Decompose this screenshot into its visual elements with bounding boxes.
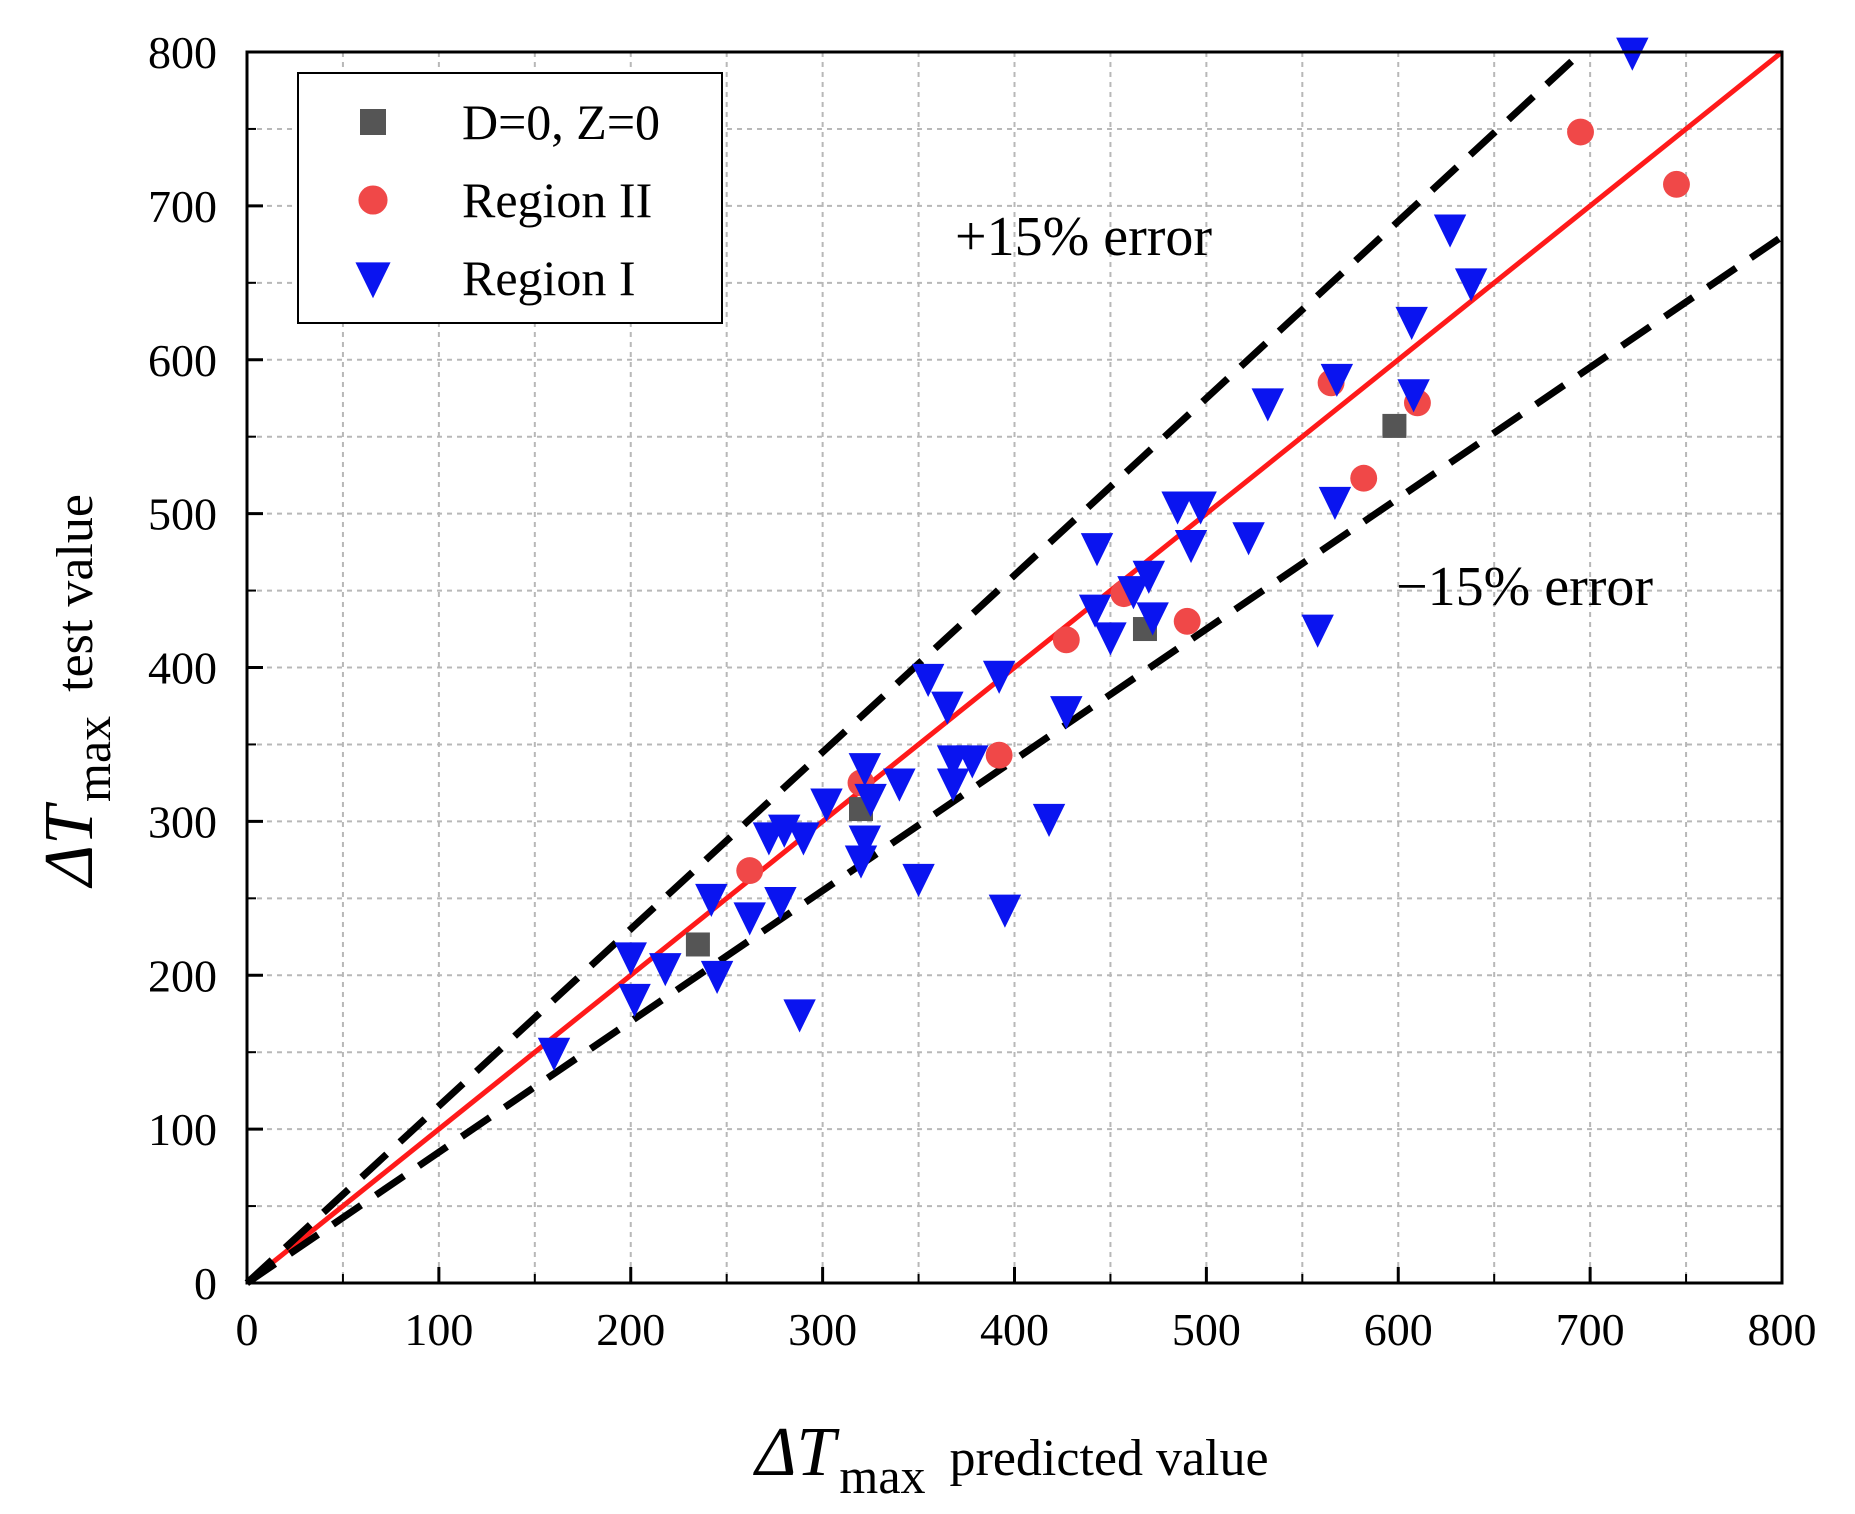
legend-marker-square xyxy=(360,109,386,135)
point-triangle-down xyxy=(1395,306,1428,341)
point-square xyxy=(1382,413,1407,438)
point-triangle-down xyxy=(783,999,816,1033)
point-triangle-down xyxy=(844,845,878,879)
y-tick-label: 600 xyxy=(148,335,217,386)
point-triangle-down xyxy=(1050,696,1083,730)
x-tick-label: 100 xyxy=(404,1304,473,1355)
point-triangle-down xyxy=(695,883,728,918)
point-triangle-down xyxy=(1318,486,1352,521)
legend-items: D=0, Z=0 Region II Region I xyxy=(355,94,660,306)
point-triangle-down xyxy=(1080,533,1114,567)
y-axis-text: test value xyxy=(47,494,104,692)
y-tick-label: 200 xyxy=(148,950,217,1001)
x-tick-label: 300 xyxy=(788,1304,857,1355)
point-triangle-down xyxy=(1161,491,1194,525)
point-triangle-down xyxy=(810,788,843,822)
point-triangle-down xyxy=(1032,803,1066,838)
y-tick-label: 300 xyxy=(148,796,217,847)
point-triangle-down xyxy=(1132,560,1166,594)
point-triangle-down xyxy=(848,825,882,859)
point-triangle-down xyxy=(956,745,989,779)
point-triangle-down xyxy=(1184,491,1217,525)
point-triangle-down xyxy=(1232,522,1265,556)
x-tick-label: 700 xyxy=(1556,1304,1625,1355)
legend-marker-triangle-down xyxy=(355,262,391,299)
point-triangle-down xyxy=(1251,388,1284,422)
x-tick-label: 600 xyxy=(1364,1304,1433,1355)
y-tick-label: 400 xyxy=(148,643,217,694)
point-circle xyxy=(985,741,1013,769)
point-triangle-down xyxy=(988,894,1022,928)
data-points xyxy=(537,37,1690,1071)
lower-error-annotation: −15% error xyxy=(1396,556,1653,618)
axis-ticks: 0 100 200 300 400 500 600 700 800 0 100 200 300 400 50… xyxy=(148,27,1817,1355)
point-triangle-down xyxy=(649,953,682,987)
legend-label: Region II xyxy=(462,172,652,228)
point-triangle-down xyxy=(1397,379,1430,413)
point-triangle-down xyxy=(614,942,647,976)
y-axis-subscript: max xyxy=(65,716,121,802)
legend-label: Region I xyxy=(462,250,636,306)
point-triangle-down xyxy=(902,863,935,898)
point-triangle-down xyxy=(854,783,887,818)
y-axis-symbol: ΔT xyxy=(31,801,108,889)
y-tick-label: 800 xyxy=(148,27,217,78)
point-triangle-down xyxy=(931,691,964,725)
point-triangle-down xyxy=(1301,614,1334,648)
x-axis-symbol: ΔT xyxy=(752,1414,840,1491)
legend: D=0, Z=0 Region II Region I xyxy=(297,72,723,324)
x-axis-title: ΔT max predicted value xyxy=(752,1414,1268,1504)
point-circle xyxy=(1663,170,1690,198)
x-tick-label: 200 xyxy=(596,1304,665,1355)
point-circle xyxy=(1350,464,1378,492)
x-tick-label: 0 xyxy=(236,1304,259,1355)
reference-line xyxy=(245,50,1784,1285)
point-triangle-down xyxy=(1320,363,1354,397)
point-triangle-down xyxy=(787,822,820,856)
point-triangle-down xyxy=(936,768,970,802)
point-triangle-down xyxy=(733,902,766,936)
x-axis-text: predicted value xyxy=(950,1430,1269,1487)
point-square xyxy=(685,932,710,957)
x-tick-label: 800 xyxy=(1748,1304,1817,1355)
y-tick-label: 0 xyxy=(194,1258,217,1309)
point-triangle-down xyxy=(1174,530,1208,564)
point-triangle-down xyxy=(982,660,1016,694)
legend-marker-circle xyxy=(358,185,388,215)
point-triangle-down xyxy=(764,886,797,921)
upper-error-annotation: +15% error xyxy=(955,206,1212,268)
y-axis-title: ΔT max test value xyxy=(31,494,121,889)
point-triangle-down xyxy=(618,983,651,1018)
x-tick-label: 400 xyxy=(980,1304,1049,1355)
point-circle xyxy=(1052,626,1080,654)
y-tick-label: 100 xyxy=(148,1104,217,1155)
point-circle xyxy=(1567,118,1594,146)
point-triangle-down xyxy=(848,753,882,787)
point-circle xyxy=(736,857,764,885)
point-triangle-down xyxy=(537,1037,571,1071)
point-triangle-down xyxy=(1454,268,1488,302)
x-tick-label: 500 xyxy=(1172,1304,1241,1355)
point-triangle-down xyxy=(700,960,734,994)
point-triangle-down xyxy=(883,768,916,802)
point-triangle-down xyxy=(1117,576,1150,610)
y-tick-label: 700 xyxy=(148,181,217,232)
point-triangle-down xyxy=(1616,37,1649,71)
point-triangle-down xyxy=(911,663,945,697)
point-triangle-down xyxy=(1433,214,1467,248)
point-triangle-down xyxy=(1136,602,1169,636)
point-triangle-down xyxy=(1078,594,1112,628)
y-tick-label: 500 xyxy=(148,489,217,540)
x-axis-subscript: max xyxy=(839,1448,925,1504)
point-circle xyxy=(1173,607,1201,635)
legend-label: D=0, Z=0 xyxy=(462,94,660,150)
point-triangle-down xyxy=(1094,622,1127,656)
